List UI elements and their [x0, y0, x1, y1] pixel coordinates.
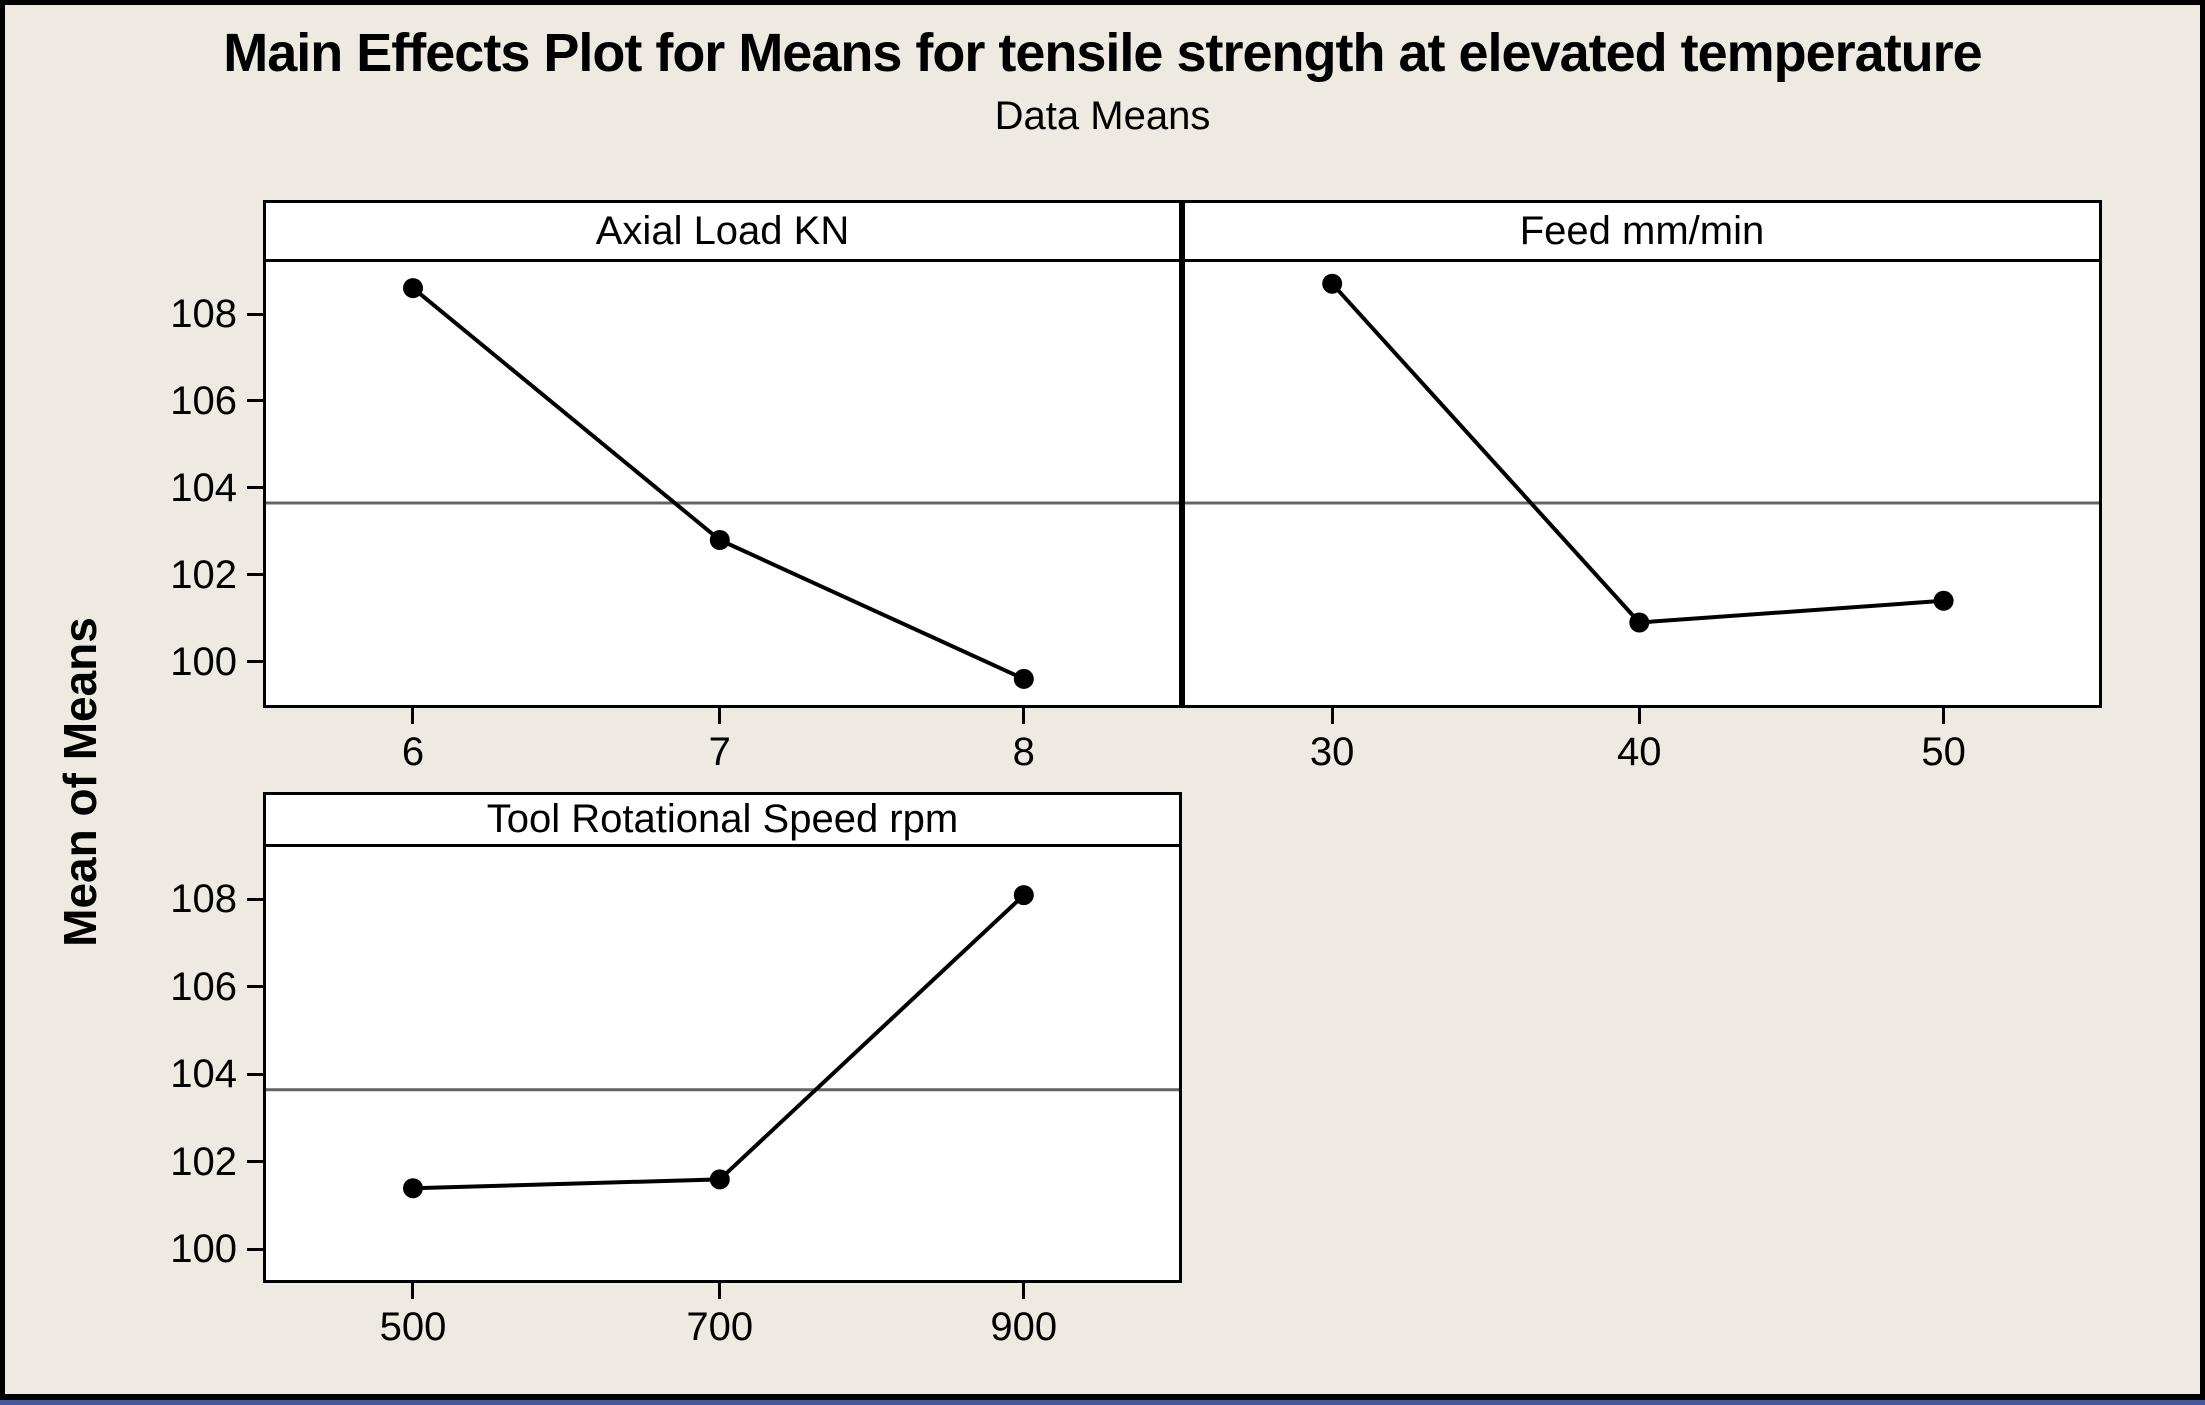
plot-svg	[266, 278, 1179, 689]
window-edge-line	[0, 1400, 2205, 1405]
x-tick-label: 500	[379, 1305, 447, 1349]
data-point-marker	[1322, 273, 1343, 294]
y-tick-mark	[247, 573, 263, 577]
y-tick-mark	[247, 1160, 263, 1164]
y-tick-label: 106	[170, 378, 237, 423]
chart-subtitle: Data Means	[994, 94, 1211, 138]
plot-area-feed	[1185, 262, 2099, 705]
x-tick-mark	[1942, 708, 1946, 724]
y-tick-label: 104	[170, 465, 237, 510]
series-line	[412, 893, 1026, 1191]
data-point-marker	[1629, 612, 1650, 633]
data-point-marker	[1933, 590, 1954, 611]
y-tick-mark	[247, 985, 263, 989]
data-point-marker	[403, 1178, 423, 1199]
y-tick-label: 108	[170, 292, 237, 337]
x-tick-label: 900	[990, 1305, 1058, 1349]
panel-header-label: Tool Rotational Speed rpm	[486, 797, 959, 841]
panel-feed: Feed mm/min	[1182, 200, 2102, 708]
y-tick-label: 102	[170, 552, 237, 597]
x-tick-mark	[1330, 708, 1334, 724]
panel-header: Axial Load KN	[266, 203, 1179, 262]
data-point-marker	[1013, 885, 1034, 906]
figure-border-right	[2200, 0, 2205, 1405]
panel-header: Tool Rotational Speed rpm	[266, 795, 1179, 847]
y-tick-label: 104	[170, 1052, 237, 1097]
y-tick-label: 102	[170, 1139, 237, 1184]
plot-svg	[1185, 273, 2099, 633]
x-tick-label: 7	[708, 730, 731, 774]
panel-header: Feed mm/min	[1185, 203, 2099, 262]
y-axis-title: Mean of Means	[54, 617, 106, 947]
figure-border-top	[0, 0, 2205, 5]
plot-area-axial-load	[266, 262, 1179, 705]
x-tick-mark	[718, 1283, 722, 1299]
x-tick-mark	[1022, 708, 1026, 724]
x-tick-label: 30	[1309, 730, 1355, 774]
x-tick-label: 700	[686, 1305, 754, 1349]
x-tick-mark	[718, 708, 722, 724]
y-tick-mark	[247, 897, 263, 901]
y-tick-mark	[247, 399, 263, 403]
plot-svg	[266, 885, 1179, 1199]
y-tick-mark	[247, 486, 263, 490]
x-tick-mark	[1637, 708, 1641, 724]
x-tick-mark	[411, 708, 415, 724]
panel-header-label: Axial Load KN	[595, 208, 850, 253]
x-tick-label: 6	[401, 730, 425, 774]
y-tick-mark	[247, 312, 263, 316]
panel-tool-rotational-speed: Tool Rotational Speed rpm	[263, 792, 1182, 1283]
data-point-marker	[1013, 668, 1034, 689]
y-tick-label: 108	[170, 877, 237, 922]
y-tick-label: 100	[170, 639, 237, 684]
x-tick-mark	[1022, 1283, 1026, 1299]
data-point-marker	[709, 530, 730, 550]
x-tick-label: 8	[1012, 730, 1035, 774]
data-point-marker	[403, 278, 423, 299]
x-tick-label: 40	[1617, 730, 1662, 774]
series-line	[411, 286, 1025, 681]
data-point-marker	[709, 1169, 730, 1190]
figure-border-left	[0, 0, 5, 1405]
panel-axial-load: Axial Load KN	[263, 200, 1182, 708]
y-tick-mark	[247, 1247, 263, 1251]
y-tick-mark	[247, 660, 263, 664]
series-line	[1330, 282, 1944, 625]
y-tick-label: 106	[170, 964, 237, 1009]
figure-border-bottom	[0, 1394, 2205, 1400]
y-tick-mark	[247, 1072, 263, 1076]
plot-area-tool-rotational-speed	[266, 847, 1179, 1280]
chart-title: Main Effects Plot for Means for tensile …	[223, 23, 1982, 83]
panel-header-label: Feed mm/min	[1519, 208, 1765, 253]
x-tick-label: 50	[1921, 730, 1966, 774]
y-tick-label: 100	[170, 1227, 237, 1272]
x-tick-mark	[411, 1283, 415, 1299]
